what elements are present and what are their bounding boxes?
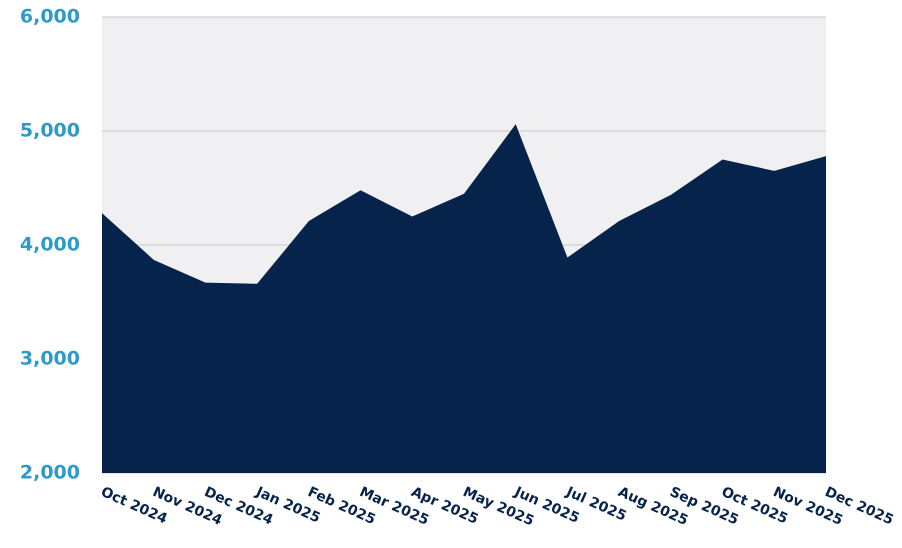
y-tick-label: 6,000 [20, 6, 80, 28]
y-tick-label: 2,000 [20, 462, 80, 484]
y-tick-label: 5,000 [20, 120, 80, 142]
area [102, 124, 826, 473]
y-tick-label: 4,000 [20, 234, 80, 256]
y-tick-label: 3,000 [20, 348, 80, 370]
